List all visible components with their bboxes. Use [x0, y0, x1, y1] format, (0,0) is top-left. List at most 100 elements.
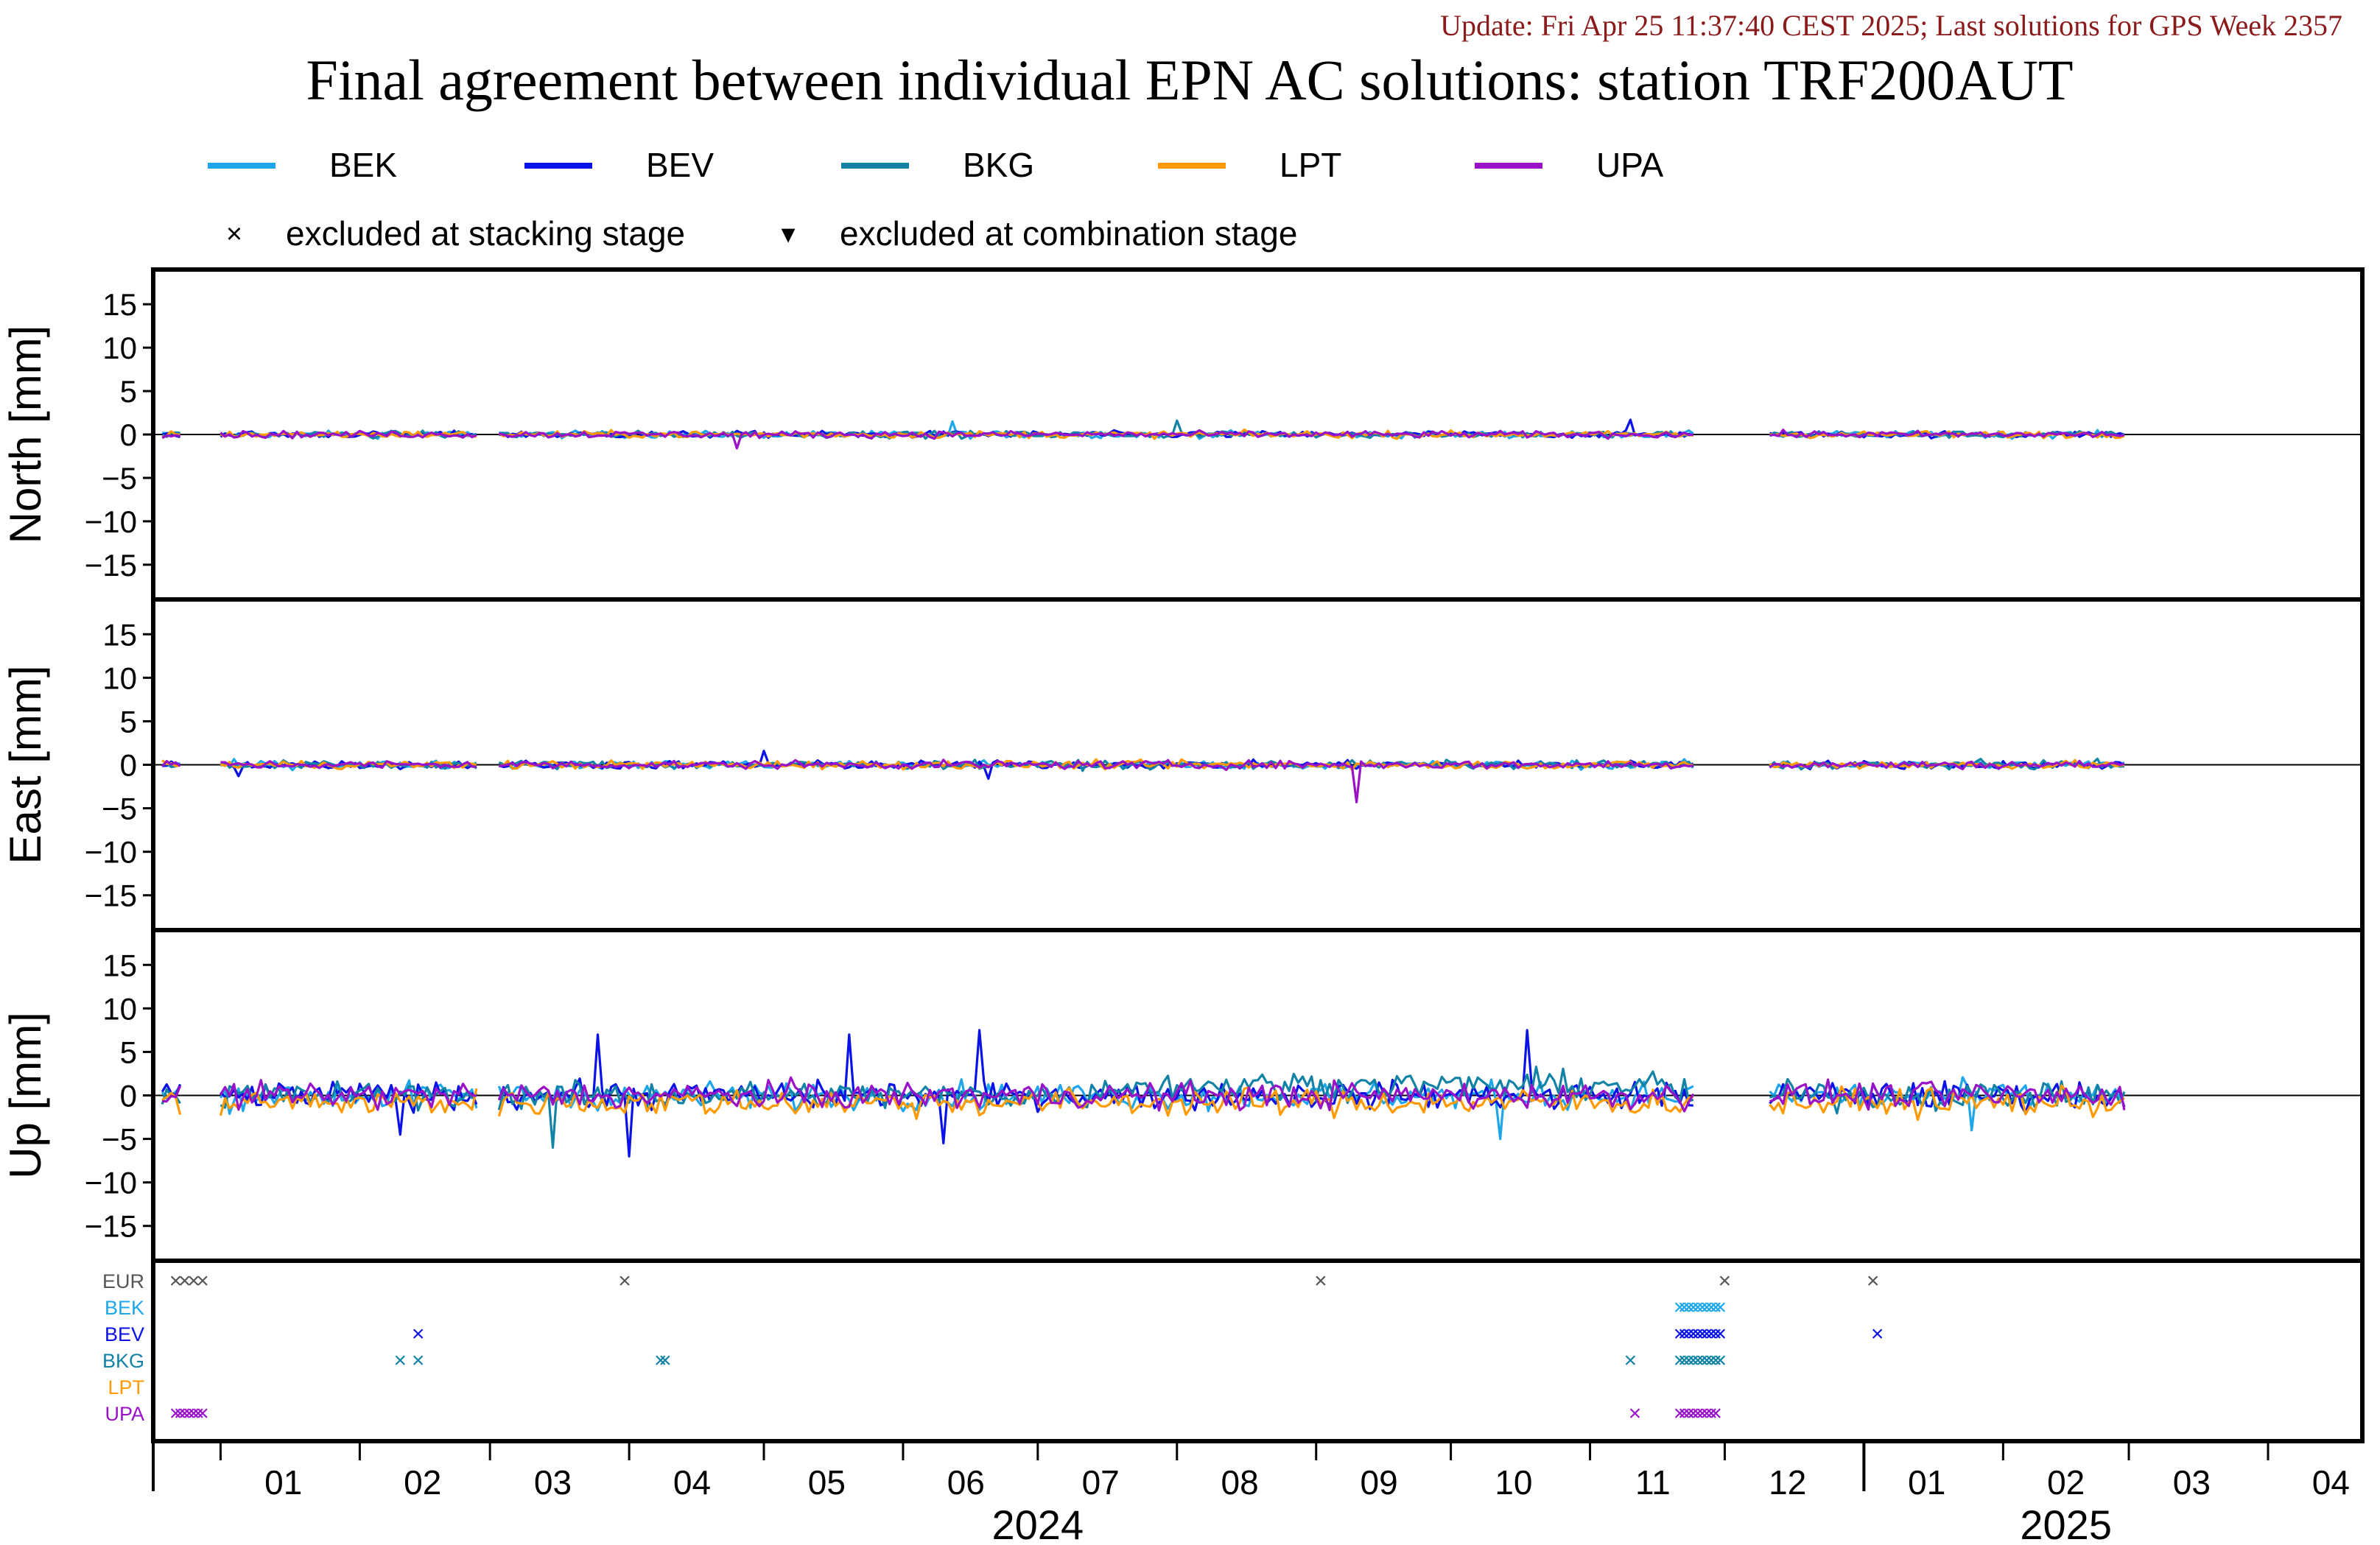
- exclusion-marker: ×: [654, 1348, 667, 1373]
- legend-entry-bek: BEK: [208, 146, 397, 184]
- exclusion-marker: ×: [1314, 1269, 1327, 1293]
- legend-label: BEK: [329, 146, 397, 184]
- exclusion-marker: ×: [1714, 1348, 1727, 1373]
- x-tick-label: 04: [673, 1463, 711, 1502]
- exclusion-marker: ×: [1867, 1269, 1880, 1293]
- legend-label: BEV: [646, 146, 714, 184]
- exclusion-row-label: EUR: [102, 1270, 144, 1292]
- exclusion-row-upa: UPA ××××××× × ×××××××××: [105, 1401, 1722, 1426]
- y-tick-label: 5: [120, 374, 137, 409]
- exclusion-marker: ×: [169, 1401, 183, 1426]
- series-line-upa: [220, 1079, 477, 1111]
- series-line-upa: [220, 760, 477, 770]
- exclusion-marker: ×: [412, 1322, 425, 1346]
- exclusion-marker: ×: [1691, 1322, 1705, 1346]
- exclusion-marker: ×: [1709, 1401, 1722, 1426]
- exclusion-marker: ×: [187, 1269, 200, 1293]
- series-line-upa: [220, 429, 477, 440]
- exclusion-row-bek: BEK ××××××××××: [105, 1295, 1727, 1320]
- chart-title: Final agreement between individual EPN A…: [306, 48, 2073, 112]
- x-tick-label: 11: [1635, 1463, 1671, 1502]
- exclusion-marker: ×: [1687, 1322, 1700, 1346]
- exclusion-row-eur: EUR ×××× × × × ×: [102, 1269, 1879, 1293]
- plot-panels: 15 10 5 0 −5 −10 −15 North [mm] 15 10 5 0 −5 −10 −15 Ea…: [1, 267, 2365, 1263]
- exclusion-marker: ×: [1705, 1348, 1718, 1373]
- exclusion-marker: ×: [1674, 1401, 1687, 1426]
- exclusion-marker: ×: [1700, 1348, 1713, 1373]
- series-line-lpt: [497, 1086, 1694, 1120]
- legend-entry-lpt: LPT: [1158, 146, 1341, 184]
- y-tick-label: 0: [120, 418, 137, 452]
- x-tick-label: 02: [2047, 1463, 2085, 1502]
- y-tick-label: 15: [102, 287, 137, 322]
- exclusion-marker: ×: [1674, 1348, 1687, 1373]
- exclusion-marker: ×: [1687, 1348, 1700, 1373]
- x-tick-label: 03: [2173, 1463, 2211, 1502]
- exclusion-marker: ×: [1678, 1322, 1691, 1346]
- x-tick-label: 02: [404, 1463, 441, 1502]
- exclusion-marker: ×: [1709, 1348, 1722, 1373]
- exclusion-marker: ×: [1674, 1295, 1687, 1320]
- x-tick-label: 01: [1908, 1463, 1945, 1502]
- exclusion-marker: ×: [412, 1348, 425, 1373]
- exclusion-marker: ×: [1696, 1322, 1709, 1346]
- legend-entry-bev: BEV: [524, 146, 714, 184]
- exclusion-marker: ×: [1624, 1348, 1637, 1373]
- legend-marker-stacking: × excluded at stacking stage: [226, 214, 685, 253]
- update-text: Update: Fri Apr 25 11:37:40 CEST 2025; L…: [1440, 9, 2342, 42]
- exclusion-row-lpt: LPT: [108, 1376, 144, 1398]
- exclusion-marker: ×: [1705, 1295, 1718, 1320]
- exclusion-marker: ×: [1687, 1295, 1700, 1320]
- exclusion-marker: ×: [174, 1401, 187, 1426]
- y-tick-label: −15: [85, 548, 137, 583]
- y-tick-label: −5: [102, 792, 137, 826]
- x-tick-label: 04: [2312, 1463, 2350, 1502]
- exclusion-row-label: UPA: [105, 1403, 144, 1425]
- exclusion-marker: ×: [1709, 1295, 1722, 1320]
- exclusion-marker: ×: [1700, 1401, 1713, 1426]
- exclusion-marker: ×: [1696, 1348, 1709, 1373]
- exclusion-marker: ×: [178, 1401, 192, 1426]
- series-line-upa: [1769, 428, 2125, 439]
- series-line-upa: [1769, 1078, 2126, 1111]
- exclusion-row-label: BEK: [105, 1297, 144, 1319]
- series-line-lpt: [161, 1091, 182, 1115]
- series-line-upa: [497, 1076, 1695, 1113]
- x-tick-label: 10: [1495, 1463, 1532, 1502]
- y-tick-label: 5: [120, 1035, 137, 1069]
- exclusion-marker: ×: [1705, 1401, 1718, 1426]
- y-tick-label: 15: [102, 948, 137, 982]
- legend-label: UPA: [1596, 146, 1663, 184]
- exclusion-marker: ×: [1687, 1401, 1700, 1426]
- exclusion-row-label: LPT: [108, 1376, 144, 1398]
- exclusion-marker: ×: [1871, 1322, 1884, 1346]
- exclusion-marker: ×: [1674, 1322, 1687, 1346]
- legend-marker-label: excluded at stacking stage: [286, 214, 685, 253]
- exclusion-panel: EUR ×××× × × × ×BEK ××××××××××BEV × ×××××××××× ×B…: [102, 1259, 2365, 1443]
- exclusion-marker: ×: [1700, 1295, 1713, 1320]
- exclusion-marker: ×: [1709, 1322, 1722, 1346]
- legend-entry-bkg: BKG: [841, 146, 1034, 184]
- series-line-lpt: [219, 1088, 478, 1116]
- exclusion-marker: ×: [196, 1401, 209, 1426]
- y-tick-label: 0: [120, 748, 137, 783]
- exclusion-marker: ×: [1700, 1322, 1713, 1346]
- y-tick-label: 10: [102, 331, 137, 365]
- exclusion-marker: ×: [1691, 1295, 1705, 1320]
- y-tick-label: −10: [85, 835, 137, 870]
- exclusion-marker: ×: [1696, 1295, 1709, 1320]
- exclusion-row-bev: BEV × ×××××××××× ×: [105, 1322, 1884, 1346]
- legend-marker-symbol: ×: [226, 219, 242, 250]
- exclusion-marker: ×: [1691, 1348, 1705, 1373]
- series-line-upa: [498, 429, 1693, 450]
- exclusion-marker: ×: [1714, 1295, 1727, 1320]
- y-tick-label: −5: [102, 461, 137, 496]
- panel-north: 15 10 5 0 −5 −10 −15 North [mm]: [1, 267, 2365, 602]
- x-year-label: 2024: [992, 1502, 1084, 1545]
- exclusion-marker: ×: [1705, 1322, 1718, 1346]
- exclusion-marker: ×: [1678, 1401, 1691, 1426]
- y-tick-label: −10: [85, 504, 137, 539]
- exclusion-marker: ×: [618, 1269, 631, 1293]
- y-tick-label: 10: [102, 661, 137, 695]
